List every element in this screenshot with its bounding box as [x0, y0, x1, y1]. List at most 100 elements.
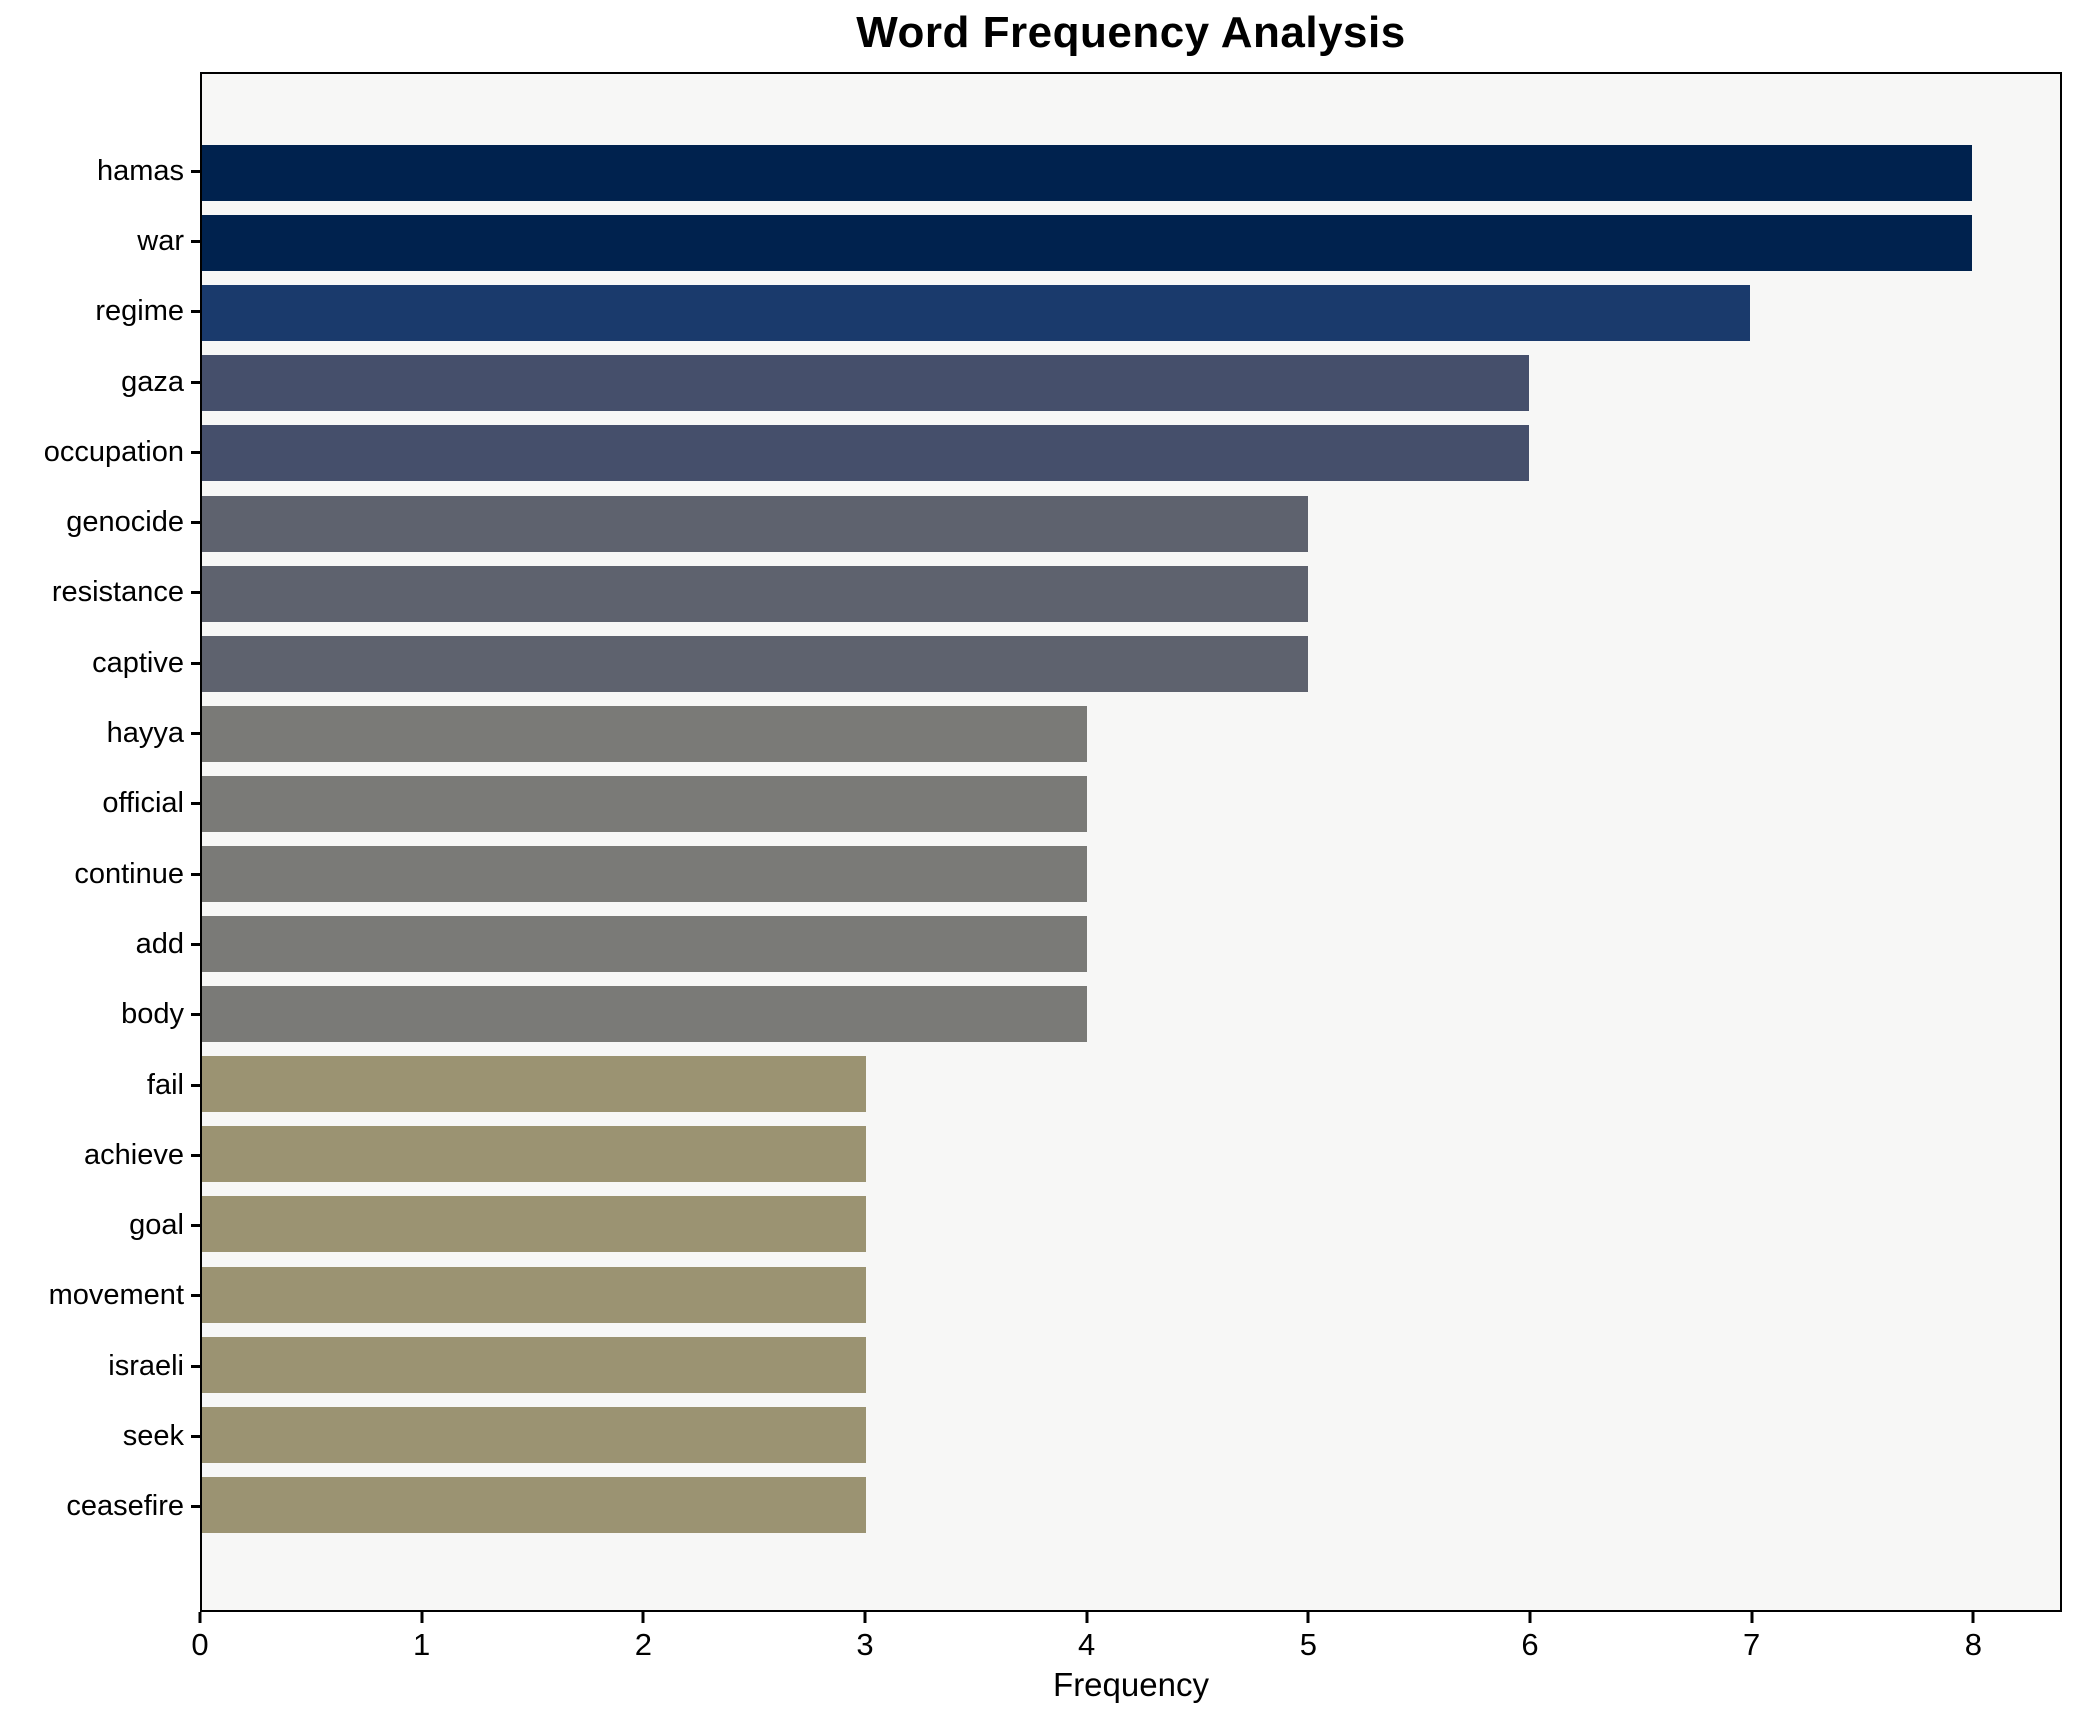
y-tick-row: occupation: [0, 417, 200, 487]
y-tick-mark: [191, 1505, 200, 1509]
y-tick-row: regime: [0, 277, 200, 347]
x-tick-mark: [1085, 1612, 1089, 1623]
bar-row: [202, 1049, 2060, 1119]
bar-row: [202, 1470, 2060, 1540]
x-tick-label: 6: [1521, 1627, 1539, 1662]
y-tick-mark: [191, 591, 200, 595]
x-tick-mark: [1750, 1612, 1754, 1623]
y-tick-mark: [191, 1224, 200, 1228]
y-tick-mark: [191, 1153, 200, 1157]
bar-official: [202, 775, 1087, 832]
bar-row: [202, 348, 2060, 418]
y-tick-row: war: [0, 206, 200, 276]
y-tick-label: seek: [122, 1419, 184, 1452]
y-tick-mark: [191, 169, 200, 173]
bar-series: [202, 138, 2060, 1540]
x-tick-mark: [420, 1612, 424, 1623]
y-tick-mark: [191, 521, 200, 525]
x-tick-label: 2: [634, 1627, 652, 1662]
y-tick-label: hayya: [106, 717, 184, 750]
bar-goal: [202, 1196, 866, 1253]
y-tick-row: ceasefire: [0, 1472, 200, 1542]
y-tick-label: genocide: [66, 506, 184, 539]
y-tick-row: official: [0, 769, 200, 839]
y-tick-label: movement: [48, 1279, 184, 1312]
x-tick-mark: [641, 1612, 645, 1623]
y-tick-label: official: [102, 787, 184, 820]
y-tick-label: resistance: [51, 576, 184, 609]
y-tick-mark: [191, 942, 200, 946]
y-tick-mark: [191, 450, 200, 454]
bar-hamas: [202, 145, 1972, 202]
y-tick-mark: [191, 1083, 200, 1087]
bar-row: [202, 769, 2060, 839]
x-tick-label: 7: [1743, 1627, 1761, 1662]
bar-row: [202, 278, 2060, 348]
y-tick-label: body: [121, 998, 184, 1031]
y-tick-mark: [191, 1294, 200, 1298]
bar-achieve: [202, 1126, 866, 1183]
bar-war: [202, 215, 1972, 272]
y-tick-label: regime: [95, 295, 184, 328]
y-tick-label: fail: [146, 1068, 184, 1101]
bar-row: [202, 839, 2060, 909]
bar-seek: [202, 1406, 866, 1463]
x-tick-mark: [863, 1612, 867, 1623]
y-tick-label: ceasefire: [66, 1490, 184, 1523]
bar-add: [202, 916, 1087, 973]
y-tick-row: continue: [0, 839, 200, 909]
bar-row: [202, 629, 2060, 699]
y-tick-label: israeli: [108, 1349, 184, 1382]
y-tick-mark: [191, 1013, 200, 1017]
y-tick-mark: [191, 661, 200, 665]
y-tick-row: gaza: [0, 347, 200, 417]
bar-resistance: [202, 565, 1308, 622]
bar-fail: [202, 1056, 866, 1113]
y-tick-row: body: [0, 980, 200, 1050]
y-tick-mark: [191, 1434, 200, 1438]
y-tick-row: fail: [0, 1050, 200, 1120]
x-tick-mark: [1528, 1612, 1532, 1623]
y-tick-row: goal: [0, 1190, 200, 1260]
y-tick-row: movement: [0, 1261, 200, 1331]
bar-gaza: [202, 355, 1530, 412]
y-tick-row: genocide: [0, 487, 200, 557]
y-tick-row: seek: [0, 1401, 200, 1471]
y-tick-label: occupation: [43, 435, 184, 468]
y-tick-label: captive: [92, 646, 184, 679]
y-tick-label: war: [137, 224, 184, 257]
x-tick-mark: [1306, 1612, 1310, 1623]
bar-row: [202, 488, 2060, 558]
y-tick-mark: [191, 802, 200, 806]
y-tick-label: hamas: [96, 154, 184, 187]
bar-genocide: [202, 495, 1308, 552]
x-axis-label: Frequency: [1053, 1666, 1209, 1703]
x-tick-mark: [1971, 1612, 1975, 1623]
y-tick-label: goal: [129, 1209, 184, 1242]
chart-title: Word Frequency Analysis: [856, 8, 1406, 57]
y-tick-mark: [191, 380, 200, 384]
y-tick-row: achieve: [0, 1120, 200, 1190]
bar-occupation: [202, 425, 1530, 482]
x-axis: 0 1 2 3 4 5 6 7 8: [191, 1612, 2062, 1682]
bar-hayya: [202, 705, 1087, 762]
y-tick-label: add: [135, 927, 184, 960]
y-tick-label: achieve: [84, 1138, 184, 1171]
bar-row: [202, 559, 2060, 629]
y-tick-row: hamas: [0, 136, 200, 206]
plot-area: [200, 72, 2062, 1612]
bar-israeli: [202, 1336, 866, 1393]
bar-row: [202, 138, 2060, 208]
bar-row: [202, 1119, 2060, 1189]
x-tick-label: 0: [191, 1627, 209, 1662]
y-tick-row: israeli: [0, 1331, 200, 1401]
x-tick-label: 1: [413, 1627, 431, 1662]
bar-row: [202, 1260, 2060, 1330]
bar-row: [202, 1189, 2060, 1259]
y-tick-label: continue: [74, 857, 184, 890]
y-tick-row: resistance: [0, 558, 200, 628]
y-tick-mark: [191, 1364, 200, 1368]
bar-row: [202, 418, 2060, 488]
bar-captive: [202, 635, 1308, 692]
